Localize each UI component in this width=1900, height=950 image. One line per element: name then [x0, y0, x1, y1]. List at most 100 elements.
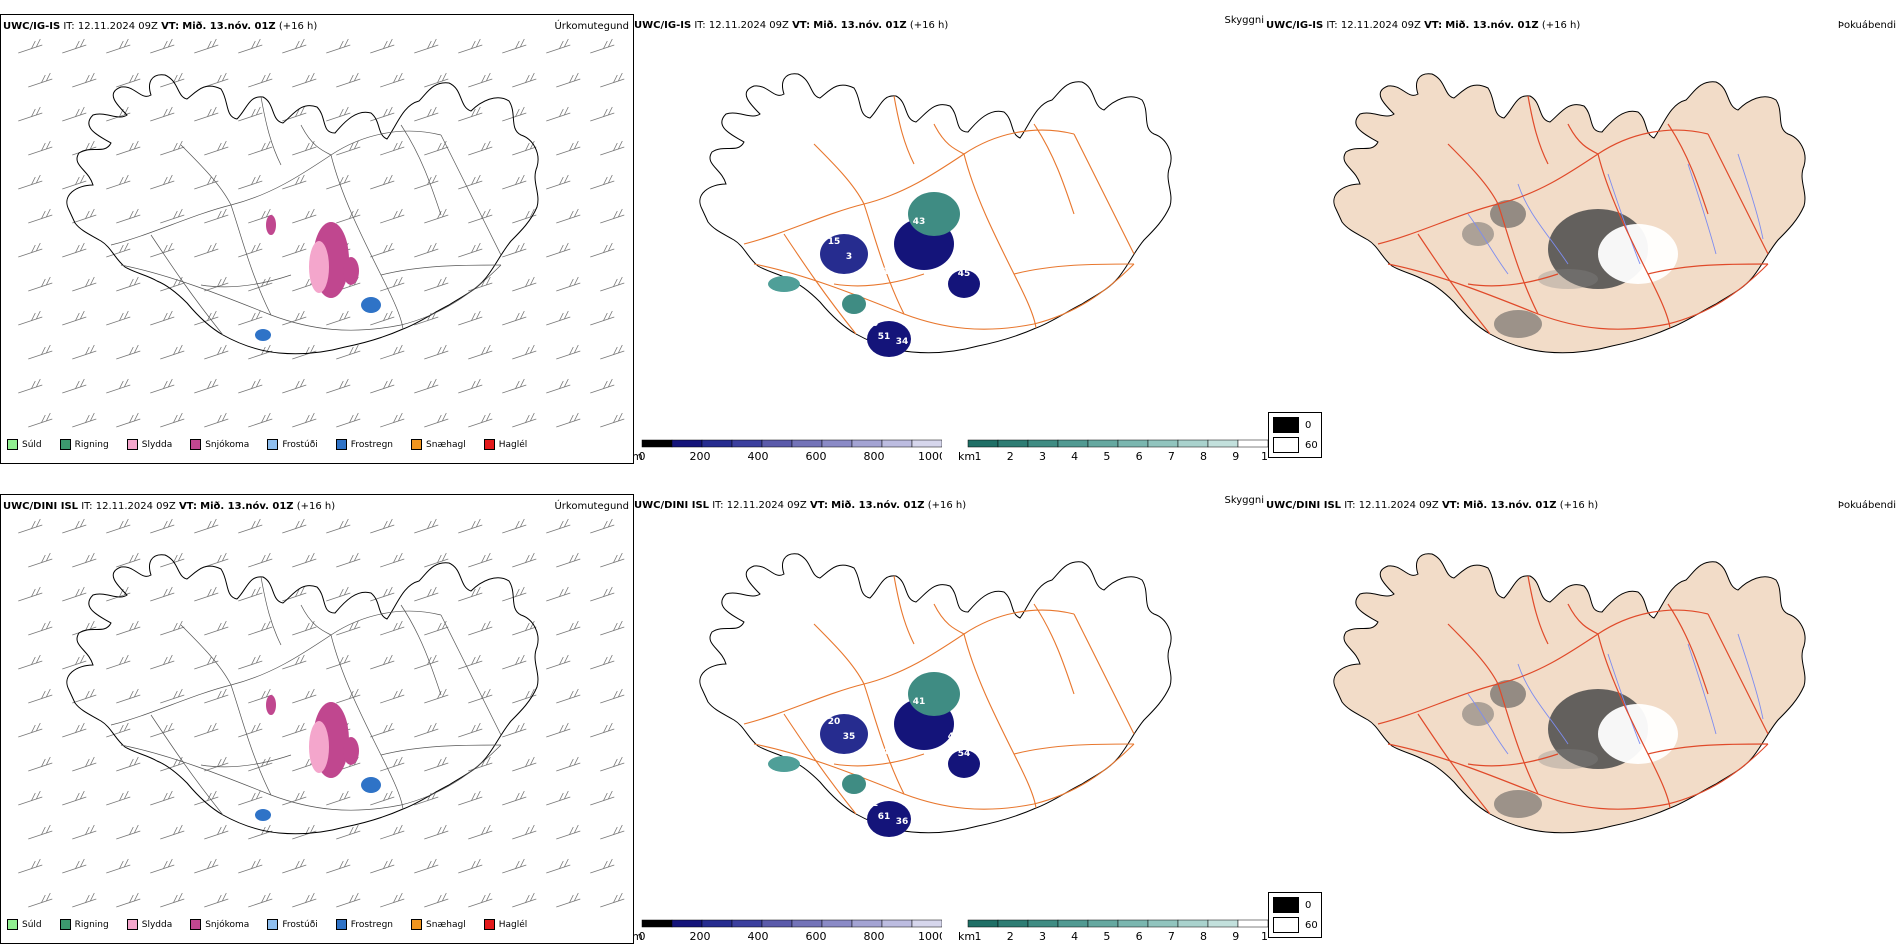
colorbar-swatch [701, 919, 733, 928]
colorbar-swatch [671, 919, 703, 928]
wind-barb [326, 310, 351, 326]
ceiling-value-label: 45 [958, 269, 971, 279]
road-line [963, 633, 1037, 809]
colorbar-tick-label: 1000 [918, 930, 942, 942]
road-line [440, 614, 502, 736]
wind-barb [370, 106, 395, 122]
wind-barb [512, 620, 537, 636]
wind-barb [194, 378, 219, 394]
wind-barb [326, 858, 351, 874]
ceiling-value-label: 10 [856, 225, 869, 235]
colorbar-tick-label: 6 [1136, 930, 1143, 942]
wind-barb [336, 552, 361, 568]
road-line [1567, 123, 1599, 155]
wind-barb [238, 722, 263, 738]
wind-barb [194, 242, 219, 258]
road-line [1467, 753, 1559, 767]
panel-title: Skyggni [1224, 495, 1264, 506]
colorbar-swatch [967, 919, 999, 928]
road-line [783, 713, 857, 815]
roads [1377, 575, 1769, 815]
wind-barb [326, 518, 351, 534]
road-line [1467, 273, 1559, 287]
wind-barb [204, 276, 229, 292]
road-line [1013, 743, 1135, 755]
wind-barb [590, 518, 615, 534]
wind-barb [336, 344, 361, 360]
wind-barb [204, 756, 229, 772]
wind-barb [414, 654, 439, 670]
ceiling-value-label: 47 [958, 232, 971, 242]
legend-label: Frostúði [282, 919, 318, 930]
wind-barb [116, 344, 141, 360]
wind-barb [204, 620, 229, 636]
roads [743, 575, 1135, 815]
wind-barb [556, 344, 581, 360]
wind-barb [502, 790, 527, 806]
wind-barb [292, 72, 317, 88]
wind-barb [600, 688, 625, 704]
panel-header: UWC/DINI ISL IT: 12.11.2024 09Z VT: Mið.… [3, 501, 336, 512]
colorbar-swatch [731, 919, 763, 928]
wind-barb [18, 722, 43, 738]
wind-barb [238, 38, 263, 54]
field-blob [908, 192, 960, 236]
road-line [1447, 143, 1499, 205]
colorbar-swatch [791, 919, 823, 928]
field-blob [1538, 749, 1598, 769]
road-line [180, 144, 232, 206]
wind-barb [468, 552, 493, 568]
wind-barb [62, 38, 87, 54]
wind-barb [590, 310, 615, 326]
ceiling-value-label: 11 [870, 305, 883, 315]
wind-barb [292, 892, 317, 908]
legend-swatch [126, 919, 138, 930]
wind-barb [116, 892, 141, 908]
legend-item: Súld [7, 919, 42, 930]
wind-barb [28, 276, 53, 292]
wind-barb [116, 276, 141, 292]
field-blob [867, 801, 911, 837]
wind-barb [18, 310, 43, 326]
wind-barb [370, 378, 395, 394]
wind-barb [512, 552, 537, 568]
road-line [1597, 633, 1671, 809]
ceiling-labels: 43 47 45 39 61 10 15 3 11 10 51 34 15 [828, 217, 981, 347]
legend-label: Snjókoma [205, 919, 250, 930]
legend-swatch [267, 919, 279, 930]
wind-barb [248, 72, 273, 88]
wind-barb [28, 208, 53, 224]
legend-item: Snjókoma [190, 919, 249, 930]
legend-label: Snjókoma [205, 439, 250, 450]
road-line [1647, 743, 1769, 755]
road-line [813, 623, 865, 685]
road-line [863, 203, 905, 315]
colorbar-tick-label: 7 [1168, 450, 1175, 462]
colorbar-swatch [821, 439, 853, 448]
wind-barb [72, 552, 97, 568]
legend-label: Súld [22, 919, 42, 930]
wind-barb [28, 824, 53, 840]
colorbar-tick-label: 200 [690, 930, 711, 942]
river-line [1607, 653, 1641, 745]
colorbar-swatch [1057, 919, 1089, 928]
colorbar-tick-label: 7 [1168, 930, 1175, 942]
wind-barb [28, 344, 53, 360]
wind-barb [380, 756, 405, 772]
wind-barb [414, 378, 439, 394]
ceiling-value-label: 44 [883, 747, 896, 757]
wind-barb [194, 722, 219, 738]
wind-barb [502, 310, 527, 326]
wind-barb [424, 208, 449, 224]
road-line [1597, 153, 1671, 329]
wind-barb [292, 620, 317, 636]
wind-barb [292, 140, 317, 156]
wind-barb [590, 378, 615, 394]
road-line [1497, 203, 1539, 315]
field-blob [266, 695, 276, 715]
fog-legend-label: 0 [1305, 419, 1312, 431]
wind-barb [28, 412, 53, 428]
wind-barb [292, 412, 317, 428]
wind-barb [600, 412, 625, 428]
